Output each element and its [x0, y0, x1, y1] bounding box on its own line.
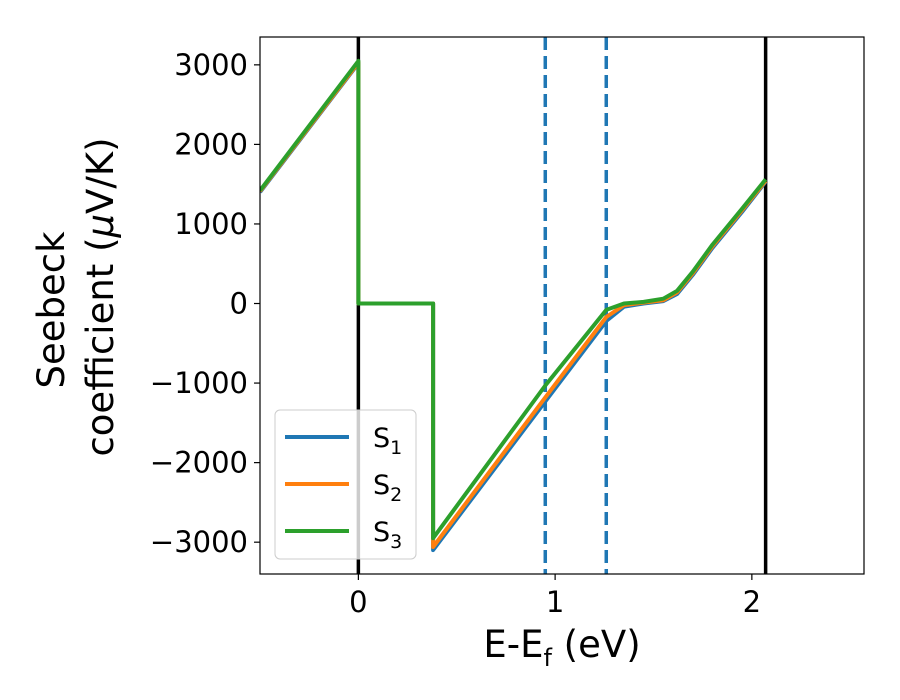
x-tick-label: 1: [546, 585, 564, 619]
legend-label-s3: S3: [373, 517, 402, 553]
legend-label-s1: S1: [373, 423, 402, 459]
y-tick-label: 0: [230, 287, 248, 321]
series-layer: [260, 58, 768, 553]
legend-label-s2: S2: [373, 470, 402, 506]
y-tick-label: 2000: [174, 127, 248, 161]
x-tick-label: 0: [349, 585, 367, 619]
x-tick-label: 2: [743, 585, 761, 619]
x-axis-label: E-Ef (eV): [483, 623, 640, 672]
series-line-s3: [260, 58, 768, 541]
y-tick-label: −3000: [150, 525, 248, 559]
y-tick-label: −2000: [150, 446, 248, 480]
y-axis-label-line1: Seebeck: [30, 231, 73, 389]
legend: S1 S2 S3: [274, 409, 417, 560]
y-axis-ticks: 3000 2000 1000 0 −1000 −2000 −3000: [150, 48, 260, 559]
plot-frame: [259, 36, 865, 575]
x-axis-ticks: 0 1 2: [349, 574, 761, 619]
y-tick-label: 1000: [174, 207, 248, 241]
y-tick-label: 3000: [174, 48, 248, 82]
y-axis-label-line2: coefficient (μV/K): [79, 137, 122, 456]
y-tick-label: −1000: [150, 366, 248, 400]
